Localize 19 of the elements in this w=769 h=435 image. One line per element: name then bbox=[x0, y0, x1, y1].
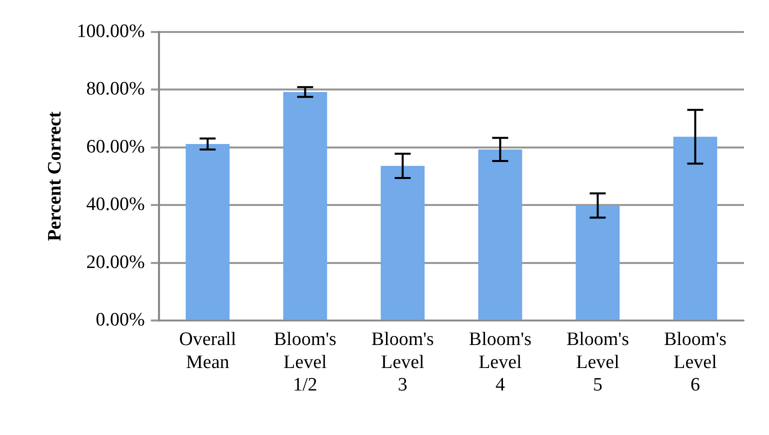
y-tick-label: 0.00% bbox=[96, 310, 146, 331]
y-axis-title: Percent Correct bbox=[44, 110, 66, 242]
x-tick-label: Bloom's Level 4 bbox=[468, 328, 532, 396]
x-tick-label: Bloom's Level 6 bbox=[664, 328, 727, 396]
x-tick-label: Bloom's Level 3 bbox=[371, 328, 434, 396]
bar bbox=[576, 205, 620, 320]
bar bbox=[478, 149, 522, 320]
bar bbox=[380, 166, 425, 320]
bar bbox=[283, 92, 328, 320]
y-tick-label: 40.00% bbox=[86, 194, 146, 216]
y-tick-label: 20.00% bbox=[86, 252, 146, 273]
bar bbox=[673, 136, 718, 320]
y-tick-label: 60.00% bbox=[86, 136, 146, 158]
bar bbox=[186, 144, 230, 320]
y-tick-label: 100.00% bbox=[76, 20, 146, 42]
x-tick-label: Bloom's Level 5 bbox=[566, 328, 629, 396]
y-tick-label: 80.00% bbox=[86, 78, 146, 100]
x-tick-label: Bloom's Level 1/2 bbox=[274, 328, 336, 396]
x-tick-label: Overall Mean bbox=[179, 328, 236, 373]
